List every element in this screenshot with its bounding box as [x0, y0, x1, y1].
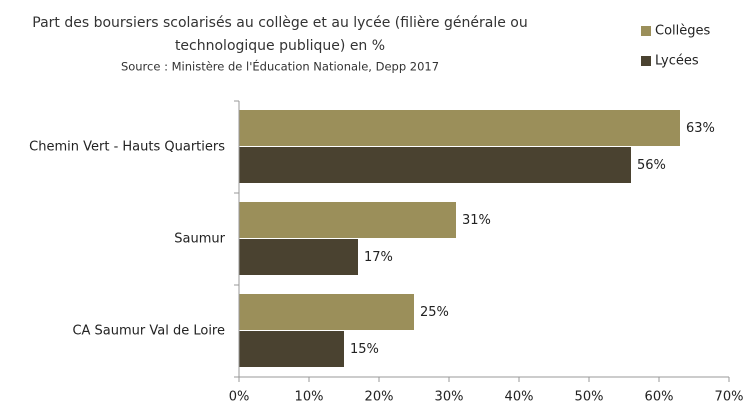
bar [239, 294, 414, 330]
y-tick-label: CA Saumur Val de Loire [72, 324, 225, 339]
y-tick-label: Saumur [174, 232, 225, 247]
chart-title: Part des boursiers scolarisés au collège… [32, 15, 527, 31]
data-label: 25% [420, 305, 449, 320]
x-tick-label: 50% [575, 390, 604, 405]
data-label: 15% [350, 342, 379, 357]
legend-swatch [641, 26, 651, 36]
data-label: 63% [686, 121, 715, 136]
x-tick-label: 0% [229, 390, 250, 405]
chart-title: technologique publique) en % [175, 38, 385, 54]
x-tick-label: 60% [645, 390, 674, 405]
x-tick-label: 70% [715, 390, 744, 405]
data-label: 56% [637, 158, 666, 173]
legend-label: Collèges [655, 24, 711, 39]
x-tick-label: 30% [435, 390, 464, 405]
bar [239, 331, 344, 367]
x-tick-label: 20% [365, 390, 394, 405]
legend-swatch [641, 56, 651, 66]
x-tick-label: 10% [295, 390, 324, 405]
data-label: 31% [462, 213, 491, 228]
bar [239, 147, 631, 183]
data-label: 17% [364, 250, 393, 265]
bar [239, 239, 358, 275]
chart-subtitle: Source : Ministère de l'Éducation Nation… [121, 59, 439, 74]
y-tick-label: Chemin Vert - Hauts Quartiers [29, 140, 225, 155]
bar [239, 110, 680, 146]
x-tick-label: 40% [505, 390, 534, 405]
legend-label: Lycées [655, 54, 699, 69]
bar [239, 202, 456, 238]
